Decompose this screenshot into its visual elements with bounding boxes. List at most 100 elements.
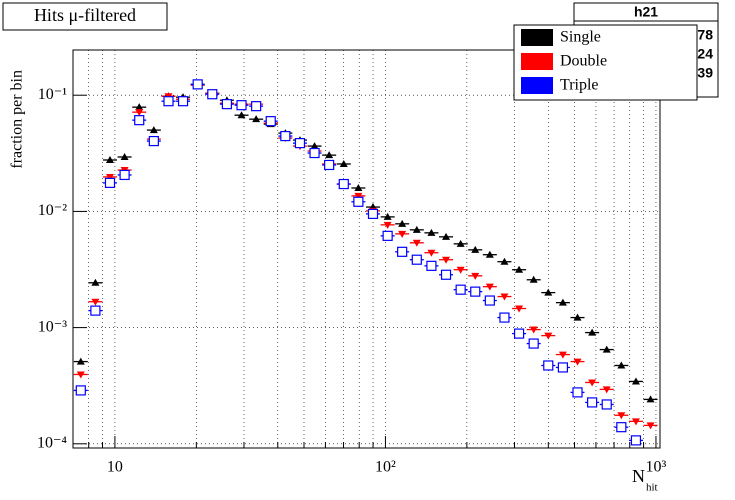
data-point bbox=[205, 89, 220, 100]
marker-shape bbox=[500, 293, 509, 301]
data-point bbox=[570, 387, 585, 398]
data-point bbox=[555, 298, 570, 306]
data-point bbox=[585, 379, 600, 387]
data-point bbox=[380, 230, 395, 241]
data-point bbox=[468, 272, 483, 280]
legend-swatch bbox=[521, 77, 553, 94]
data-point bbox=[234, 100, 249, 111]
marker-shape bbox=[442, 256, 451, 264]
data-point bbox=[541, 360, 556, 371]
marker-shape bbox=[427, 228, 436, 236]
marker-shape bbox=[588, 379, 597, 387]
marker-shape bbox=[354, 184, 363, 192]
data-point bbox=[176, 96, 191, 107]
data-point bbox=[351, 192, 366, 200]
marker-shape bbox=[383, 221, 392, 229]
marker-shape bbox=[456, 266, 465, 274]
data-point bbox=[190, 79, 205, 90]
data-point bbox=[497, 293, 512, 301]
data-point bbox=[409, 239, 424, 247]
data-point bbox=[292, 138, 307, 149]
x-axis-label: N bbox=[632, 466, 645, 486]
data-point bbox=[424, 228, 439, 236]
marker-shape bbox=[515, 265, 524, 273]
marker-shape bbox=[237, 111, 246, 119]
marker-shape bbox=[252, 115, 261, 123]
marker-shape bbox=[76, 371, 85, 379]
marker-shape bbox=[544, 288, 553, 296]
data-point bbox=[643, 395, 658, 403]
data-point bbox=[439, 232, 454, 240]
data-point bbox=[585, 397, 600, 408]
data-point bbox=[599, 345, 614, 353]
data-point bbox=[599, 386, 614, 394]
y-tick-label: 10⁻¹ bbox=[38, 86, 67, 103]
data-point bbox=[395, 219, 410, 227]
marker-shape bbox=[646, 422, 655, 430]
marker-shape bbox=[529, 275, 538, 283]
data-point bbox=[102, 177, 117, 188]
data-point bbox=[555, 351, 570, 359]
data-point bbox=[628, 377, 643, 385]
marker-shape bbox=[339, 159, 348, 167]
data-point bbox=[351, 196, 366, 207]
marker-shape bbox=[398, 219, 407, 227]
data-point bbox=[336, 178, 351, 190]
marker-shape bbox=[120, 152, 129, 160]
y-tick-label: 10⁻⁴ bbox=[37, 434, 67, 451]
marker-shape bbox=[135, 103, 144, 111]
marker-shape bbox=[207, 89, 218, 100]
marker-shape bbox=[119, 169, 130, 181]
marker-shape bbox=[398, 230, 407, 238]
data-point bbox=[541, 332, 556, 340]
data-point bbox=[482, 295, 497, 306]
marker-shape bbox=[617, 412, 626, 420]
marker-shape bbox=[134, 115, 145, 126]
x-axis-label-sub: hit bbox=[646, 482, 658, 494]
marker-shape bbox=[499, 312, 510, 323]
stats-values: 78 24 39 bbox=[697, 27, 713, 81]
data-point bbox=[643, 422, 658, 430]
marker-shape bbox=[440, 269, 452, 280]
data-point bbox=[439, 269, 454, 280]
plot-area bbox=[73, 50, 660, 448]
stats-value: 78 bbox=[697, 27, 713, 43]
data-point bbox=[439, 256, 454, 264]
data-point bbox=[249, 101, 264, 112]
data-point bbox=[278, 130, 293, 142]
marker-shape bbox=[294, 138, 306, 149]
marker-shape bbox=[354, 192, 363, 200]
data-point bbox=[88, 305, 103, 316]
data-point bbox=[117, 169, 132, 181]
marker-shape bbox=[135, 109, 144, 117]
data-point bbox=[614, 412, 629, 420]
marker-shape bbox=[309, 147, 320, 159]
marker-shape bbox=[163, 96, 174, 107]
legend-label: Triple bbox=[560, 77, 599, 94]
data-point bbox=[409, 225, 424, 233]
marker-shape bbox=[426, 260, 437, 271]
data-point bbox=[482, 250, 497, 258]
marker-shape bbox=[573, 358, 582, 366]
y-tick-label: 10⁻² bbox=[38, 202, 67, 219]
marker-shape bbox=[558, 298, 567, 306]
data-point bbox=[146, 126, 161, 134]
data-point bbox=[132, 103, 147, 111]
marker-shape bbox=[412, 239, 421, 247]
marker-shape bbox=[177, 96, 189, 107]
data-point bbox=[541, 288, 556, 296]
marker-shape bbox=[442, 232, 451, 240]
data-point bbox=[73, 357, 88, 365]
marker-shape bbox=[513, 328, 525, 339]
marker-shape bbox=[485, 283, 494, 291]
data-point bbox=[219, 99, 234, 110]
data-point bbox=[512, 328, 527, 339]
marker-shape bbox=[455, 284, 466, 295]
stats-value: 24 bbox=[697, 46, 713, 62]
marker-shape bbox=[646, 395, 655, 403]
x-tick-label: 10³ bbox=[646, 459, 667, 476]
data-point bbox=[336, 159, 351, 167]
marker-shape bbox=[75, 385, 86, 396]
data-point bbox=[161, 96, 176, 107]
marker-shape bbox=[631, 418, 640, 426]
